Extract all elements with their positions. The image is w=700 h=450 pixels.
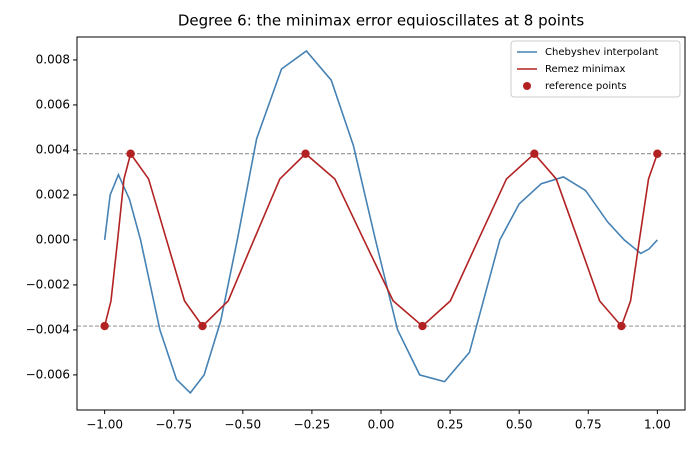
point [100, 321, 109, 331]
legend-label: Chebyshev interpolant [545, 47, 659, 58]
x-tick-label: 0.25 [437, 418, 464, 432]
legend-label: Remez minimax [545, 64, 625, 75]
y-tick-label: 0.004 [36, 142, 70, 156]
y-tick-label: 0.008 [36, 52, 70, 66]
point [198, 321, 207, 331]
chart-title: Degree 6: the minimax error equioscillat… [178, 12, 585, 30]
x-tick-label: −0.25 [294, 418, 331, 432]
point [617, 321, 626, 331]
point [653, 149, 662, 158]
y-tick-label: 0.002 [36, 187, 70, 201]
legend-box [510, 40, 681, 98]
plot-frame [76, 36, 686, 411]
line [103, 151, 659, 328]
y-tick-label: −0.002 [26, 277, 70, 291]
x-tick-label: 0.50 [506, 418, 533, 432]
x-tick-label: −1.00 [86, 418, 123, 432]
point [301, 149, 310, 158]
legend-label: reference points [545, 81, 627, 92]
legend-swatch [523, 82, 531, 90]
y-tick-label: 0.006 [36, 97, 70, 111]
line [103, 49, 658, 395]
x-tick-label: 1.00 [644, 418, 671, 432]
point [530, 149, 539, 158]
y-tick-label: −0.006 [26, 367, 70, 381]
point [126, 149, 135, 158]
y-tick-label: 0.000 [36, 232, 70, 246]
x-tick-label: −0.75 [155, 418, 192, 432]
x-tick-label: −0.50 [224, 418, 261, 432]
x-tick-label: 0.00 [368, 418, 395, 432]
x-tick-label: 0.75 [575, 418, 602, 432]
legend: Chebyshev interpolant Remez minimax refere… [510, 40, 681, 98]
y-tick-label: −0.004 [26, 322, 70, 336]
point [418, 321, 427, 331]
